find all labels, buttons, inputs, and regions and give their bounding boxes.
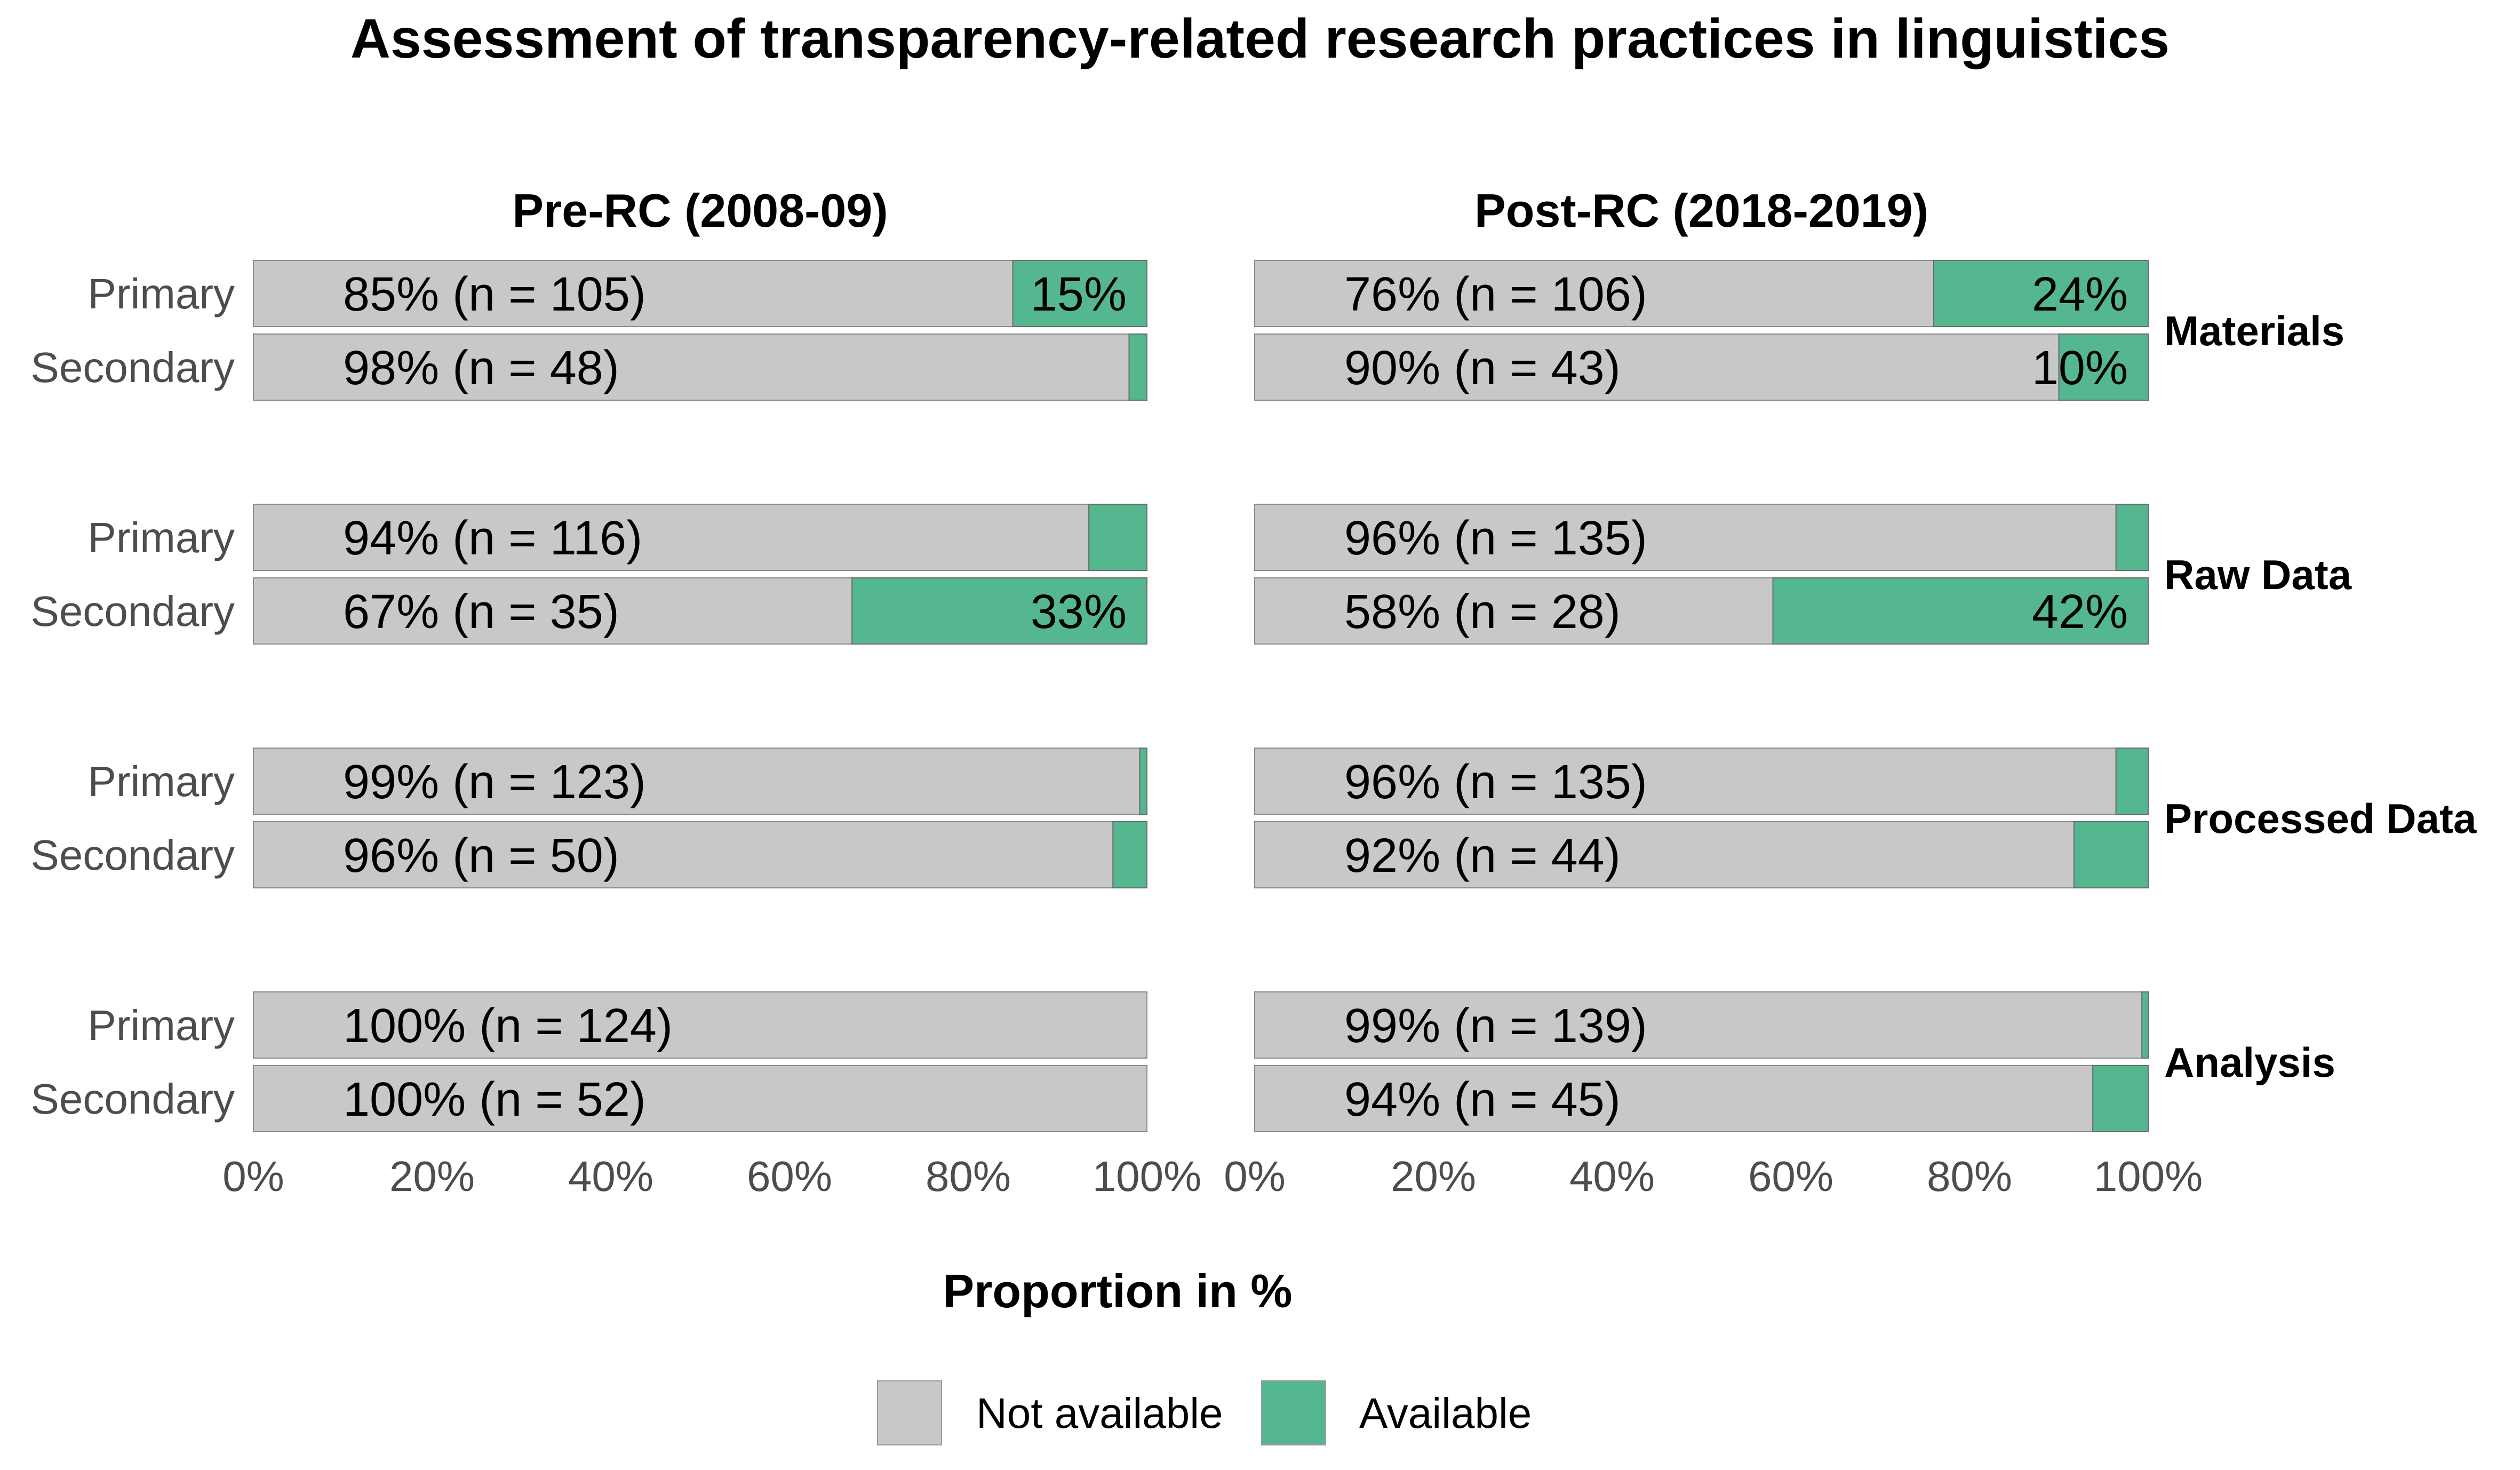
bar-data-label: 96% (n = 135) <box>1344 512 1647 565</box>
bar-available <box>1012 260 1147 327</box>
bar-not-available <box>1254 991 2143 1059</box>
bar-available <box>2115 504 2149 571</box>
bar-data-label: 90% (n = 43) <box>1344 341 1621 395</box>
bar-not-available <box>253 577 853 645</box>
bar-available <box>1139 748 1148 815</box>
legend-label: Not available <box>976 1389 1223 1437</box>
bar-available <box>1112 821 1148 888</box>
legend-swatch-available <box>1261 1380 1326 1445</box>
x-tick-label: 60% <box>1748 1153 1833 1200</box>
y-tick-label: Primary <box>87 758 235 805</box>
bar-available <box>851 577 1147 645</box>
panel-post-rc: Post-RC (2018-2019) 76% (n = 106) 24% 90% (… <box>1224 184 2477 1200</box>
panel-title: Pre-RC (2008-09) <box>512 184 888 237</box>
x-tick-label: 0% <box>222 1153 284 1200</box>
bar-data-label: 58% (n = 28) <box>1344 585 1621 639</box>
bar-not-available <box>1254 821 2075 888</box>
bar-not-available <box>253 260 1014 327</box>
bar-available <box>1933 260 2149 327</box>
available-data-label: 24% <box>2032 268 2128 321</box>
facet-label: Materials <box>2164 307 2344 354</box>
x-tick-label: 100% <box>1092 1153 1202 1200</box>
bar-data-label: 76% (n = 106) <box>1344 268 1647 321</box>
bar-data-label: 100% (n = 124) <box>343 999 673 1053</box>
bar-data-label: 100% (n = 52) <box>343 1073 646 1126</box>
legend-swatch-not-available <box>877 1380 942 1445</box>
bar-available <box>1088 504 1147 571</box>
bar-data-label: 94% (n = 116) <box>343 512 642 565</box>
legend-label: Available <box>1359 1389 1532 1437</box>
bar-available <box>1128 333 1147 401</box>
bar-data-label: 96% (n = 50) <box>343 829 619 883</box>
bar-data-label: 96% (n = 135) <box>1344 756 1647 809</box>
x-tick-label: 60% <box>747 1153 832 1200</box>
bar-available <box>1772 577 2149 645</box>
bar-data-label: 85% (n = 105) <box>343 268 646 321</box>
y-tick-label: Secondary <box>31 1075 235 1123</box>
bar-not-available <box>253 748 1141 815</box>
bar-not-available <box>253 333 1130 401</box>
bar-available <box>2058 333 2149 401</box>
x-tick-label: 20% <box>1391 1153 1476 1200</box>
x-tick-label: 0% <box>1224 1153 1286 1200</box>
available-data-label: 15% <box>1031 268 1127 321</box>
bar-data-label: 92% (n = 44) <box>1344 829 1621 883</box>
x-tick-label: 20% <box>389 1153 475 1200</box>
bar-data-label: 67% (n = 35) <box>343 585 619 639</box>
y-tick-label: Primary <box>87 270 235 317</box>
bar-not-available <box>253 1065 1147 1132</box>
bar-not-available <box>1254 504 2117 571</box>
bar-not-available <box>1254 748 2117 815</box>
bar-data-label: 99% (n = 139) <box>1344 999 1647 1053</box>
bar-not-available <box>1254 333 2060 401</box>
bar-available <box>2073 821 2149 888</box>
panel-pre-rc: Pre-RC (2008-09) 85% (n = 105) 15% Primary 9… <box>31 184 1202 1200</box>
y-tick-label: Secondary <box>31 587 235 635</box>
y-tick-label: Primary <box>87 1002 235 1049</box>
y-tick-label: Primary <box>87 514 235 561</box>
chart-panels: Pre-RC (2008-09) 85% (n = 105) 15% Primary 9… <box>31 184 2477 1200</box>
facet-label: Analysis <box>2164 1039 2335 1086</box>
bar-data-label: 94% (n = 45) <box>1344 1073 1621 1126</box>
available-data-label: 42% <box>2032 585 2128 639</box>
bar-available <box>2115 748 2149 815</box>
bar-not-available <box>1254 577 1774 645</box>
x-tick-label: 80% <box>926 1153 1011 1200</box>
bar-data-label: 98% (n = 48) <box>343 341 619 395</box>
bar-available <box>2092 1065 2149 1132</box>
x-tick-label: 40% <box>1569 1153 1655 1200</box>
bar-not-available <box>253 821 1114 888</box>
bar-data-label: 99% (n = 123) <box>343 756 646 809</box>
x-tick-label: 100% <box>2094 1153 2203 1200</box>
y-tick-label: Secondary <box>31 344 235 391</box>
y-tick-label: Secondary <box>31 831 235 879</box>
panel-title: Post-RC (2018-2019) <box>1474 184 1928 237</box>
bar-not-available <box>253 991 1147 1059</box>
x-tick-label: 80% <box>1927 1153 2012 1200</box>
bar-not-available <box>1254 1065 2094 1132</box>
available-data-label: 10% <box>2032 341 2128 395</box>
facet-label: Processed Data <box>2164 795 2477 842</box>
facet-label: Raw Data <box>2164 551 2352 598</box>
x-tick-label: 40% <box>568 1153 653 1200</box>
legend: Not available Available <box>877 1380 1532 1445</box>
bar-available <box>2141 991 2149 1059</box>
x-axis-title: Proportion in % <box>943 1265 1292 1317</box>
chart-title: Assessment of transparency-related resea… <box>350 8 2170 70</box>
available-data-label: 33% <box>1031 585 1127 639</box>
